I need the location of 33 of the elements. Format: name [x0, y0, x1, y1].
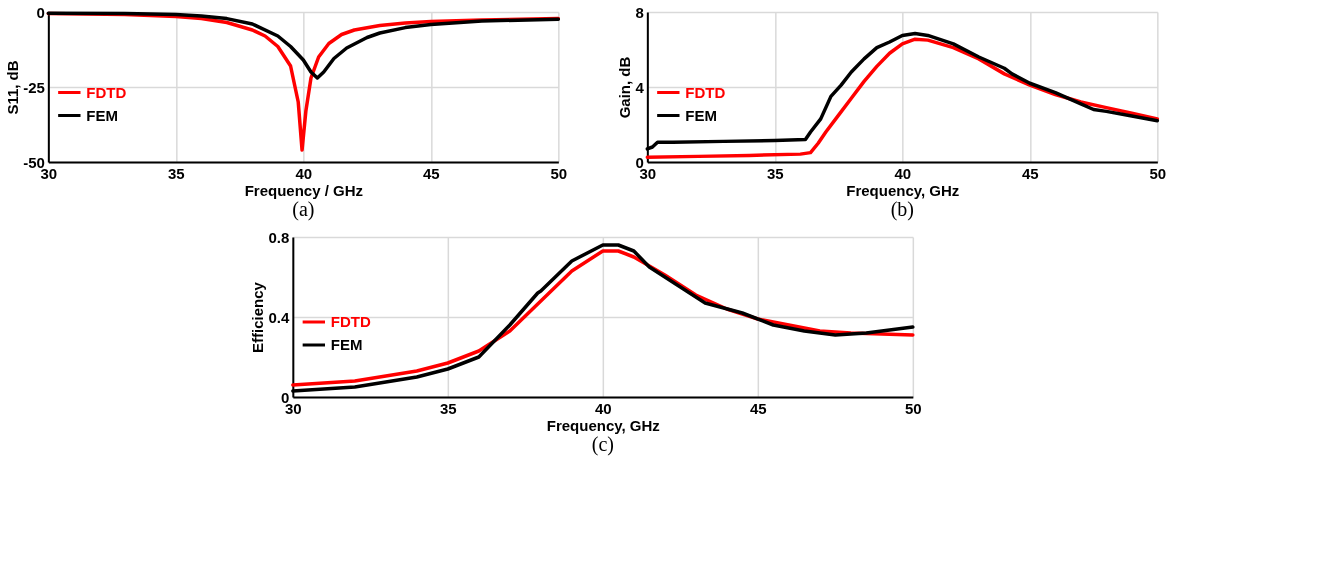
- x-tick-label: 50: [904, 399, 922, 417]
- x-tick-label: 50: [550, 164, 568, 182]
- x-tick-label: 35: [167, 164, 185, 182]
- x-tick-label: 45: [422, 164, 440, 182]
- y-tick-label: 0.4: [268, 308, 290, 326]
- x-tick-label: 50: [1149, 164, 1167, 182]
- x-axis-title: Frequency, GHz: [846, 181, 960, 199]
- x-tick-label: 40: [894, 164, 912, 182]
- legend-label: FDTD: [330, 313, 371, 330]
- legend-label: FEM: [86, 106, 118, 124]
- y-axis-title: Efficiency: [249, 281, 267, 353]
- x-tick-label: 40: [295, 164, 313, 182]
- y-tick-label: -25: [23, 78, 45, 96]
- legend-label: FEM: [685, 106, 717, 124]
- x-tick-label: 40: [594, 399, 612, 417]
- text: (b): [890, 198, 914, 221]
- x-tick-label: 45: [749, 399, 767, 417]
- y-tick-label: 0: [36, 3, 45, 21]
- x-axis-title: Frequency, GHz: [546, 416, 660, 434]
- legend-label: FDTD: [685, 83, 726, 101]
- y-axis-title: Gain, dB: [616, 56, 634, 119]
- y-tick-label: 8: [635, 3, 644, 21]
- y-tick-label: 4: [635, 78, 645, 96]
- y-tick-label: 0.8: [268, 228, 290, 246]
- y-axis-title: S11, dB: [4, 60, 22, 115]
- x-tick-label: 35: [439, 399, 457, 417]
- x-tick-label: 45: [1021, 164, 1039, 182]
- text: (c): [591, 433, 614, 456]
- text: (a): [292, 198, 315, 221]
- legend-label: FEM: [330, 336, 363, 353]
- legend-label: FDTD: [86, 83, 127, 101]
- x-axis-title: Frequency / GHz: [244, 181, 364, 199]
- x-tick-label: 35: [766, 164, 784, 182]
